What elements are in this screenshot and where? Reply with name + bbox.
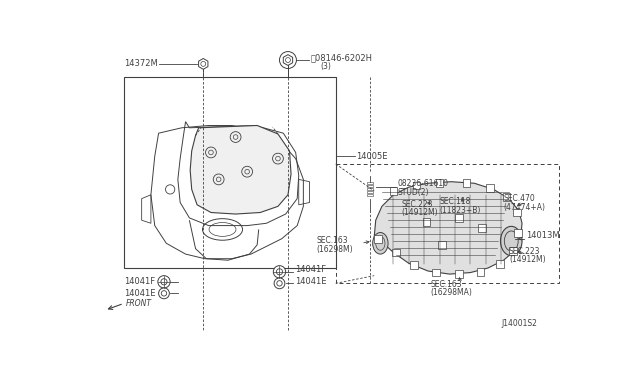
Text: (14912M): (14912M) [401, 208, 438, 217]
Text: 14013M: 14013M [526, 231, 559, 240]
Text: 08236-61610: 08236-61610 [397, 179, 448, 188]
Bar [477, 268, 484, 276]
Text: J14001S2: J14001S2 [501, 319, 537, 328]
Text: SEC.163: SEC.163 [316, 237, 348, 246]
Bar [367, 194, 372, 196]
Bar [422, 218, 431, 225]
Text: (11823+B): (11823+B) [440, 206, 481, 215]
Text: STUD(2): STUD(2) [397, 188, 429, 197]
Text: Ⓑ08146-6202H: Ⓑ08146-6202H [310, 53, 372, 62]
Text: (3): (3) [320, 62, 331, 71]
Bar [455, 270, 463, 278]
Text: 14041F: 14041F [295, 265, 326, 274]
Bar [390, 187, 397, 195]
Bar [455, 214, 463, 222]
Bar [374, 235, 382, 243]
Bar [413, 182, 420, 189]
Bar [478, 224, 486, 232]
Text: SEC.223: SEC.223 [509, 247, 540, 256]
Text: (16298MA): (16298MA) [431, 288, 472, 297]
Text: 14041F: 14041F [124, 277, 155, 286]
Text: SEC.223: SEC.223 [401, 199, 433, 209]
Text: 14041E: 14041E [124, 289, 156, 298]
Bar [496, 260, 504, 268]
Bar [410, 261, 418, 269]
Circle shape [274, 278, 285, 289]
Text: SEC.118: SEC.118 [440, 197, 471, 206]
Text: 14041E: 14041E [295, 276, 326, 286]
Polygon shape [198, 58, 208, 69]
Polygon shape [284, 55, 292, 65]
Bar [392, 249, 399, 256]
Bar [509, 247, 516, 255]
Bar [463, 179, 470, 187]
Bar [124, 77, 336, 268]
Ellipse shape [500, 226, 522, 256]
Bar [515, 230, 522, 237]
Text: 14005E: 14005E [356, 152, 387, 161]
Bar [336, 164, 559, 283]
Polygon shape [190, 125, 291, 214]
Bar [367, 185, 372, 187]
Circle shape [159, 288, 170, 299]
Text: (16298M): (16298M) [316, 245, 353, 254]
Bar [432, 269, 440, 276]
Polygon shape [374, 182, 522, 274]
Text: SEC.470: SEC.470 [504, 194, 535, 203]
Bar [503, 193, 511, 201]
Bar [436, 179, 444, 187]
Text: 14372M: 14372M [124, 60, 157, 68]
Circle shape [158, 276, 170, 288]
Text: (14912M): (14912M) [509, 255, 545, 264]
Bar [486, 184, 493, 192]
Circle shape [273, 266, 285, 278]
Ellipse shape [372, 232, 388, 254]
Bar [438, 241, 446, 249]
Bar [367, 188, 372, 190]
Bar [367, 182, 372, 184]
Bar [513, 209, 520, 217]
Text: FRONT: FRONT [125, 299, 152, 308]
Text: SEC.163: SEC.163 [431, 280, 462, 289]
Text: (47474+A): (47474+A) [504, 203, 545, 212]
Bar [367, 191, 372, 193]
